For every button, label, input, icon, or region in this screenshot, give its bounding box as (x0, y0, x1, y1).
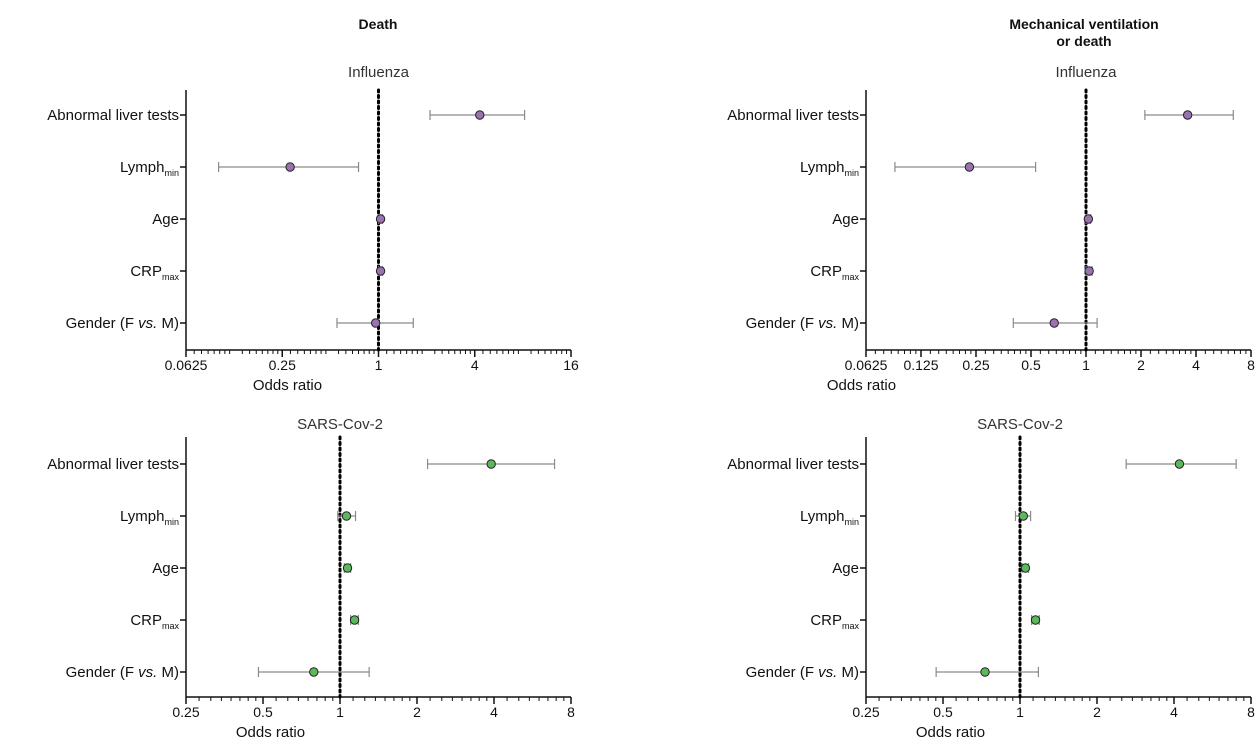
odds-ratio-point (370, 318, 381, 328)
odds-ratio-point (1018, 511, 1028, 521)
x-tick-label: 16 (563, 357, 579, 373)
odds-ratio-point (486, 459, 496, 469)
category-label-1: Lymphmin (800, 159, 859, 178)
odds-ratio-point (1020, 563, 1031, 573)
category-label-2: Age (152, 211, 179, 228)
odds-ratio-point (1030, 615, 1041, 625)
category-label-1: Lymphmin (120, 159, 179, 178)
x-tick-label: 0.125 (903, 357, 938, 373)
odds-ratio-point (342, 563, 353, 573)
category-label-2: Age (152, 560, 179, 577)
column-title-death: Death (359, 16, 398, 32)
x-tick-label: 1 (336, 704, 344, 720)
odds-ratio-point (980, 667, 990, 677)
odds-ratio-point (285, 162, 295, 172)
x-tick-label: 0.25 (852, 704, 879, 720)
x-tick-label: 0.25 (172, 704, 199, 720)
odds-ratio-point (1083, 214, 1094, 224)
x-axis-label: Odds ratio (827, 377, 896, 394)
category-label-0: Abnormal liver tests (727, 456, 859, 473)
category-label-4: Gender (F vs. M) (66, 664, 179, 681)
category-label-1: Lymphmin (120, 508, 179, 527)
odds-ratio-point (1049, 318, 1059, 328)
x-axis-label: Odds ratio (236, 724, 305, 741)
x-axis-label: Odds ratio (916, 724, 985, 741)
x-tick-label: 8 (1247, 357, 1255, 373)
x-tick-label: 1 (375, 357, 383, 373)
odds-ratio-point (375, 266, 386, 276)
forest-panel-3: SARS-Cov-2 0.25 0.5 1 2 4 8 Odds ratio Abnormal … (47, 416, 575, 741)
x-tick-label: 2 (1093, 704, 1101, 720)
x-tick-label: 8 (567, 704, 575, 720)
x-tick-label: 0.25 (269, 357, 296, 373)
odds-ratio-point (309, 667, 319, 677)
x-tick-label: 2 (1137, 357, 1145, 373)
x-axis-label: Odds ratio (253, 377, 322, 394)
panel-title: SARS-Cov-2 (977, 416, 1063, 433)
panel-title: Influenza (1056, 64, 1118, 81)
category-label-0: Abnormal liver tests (47, 107, 179, 124)
x-tick-label: 4 (490, 704, 498, 720)
forest-panel-1: Influenza 0.0625 0.25 1 4 16 Odds ratio Abnorma… (47, 64, 579, 394)
x-tick-label: 0.5 (933, 704, 953, 720)
category-label-2: Age (832, 560, 859, 577)
x-tick-label: 0.0625 (165, 357, 208, 373)
column-title-ventilation-line1: Mechanical ventilation (1009, 16, 1158, 32)
x-tick-label: 0.5 (253, 704, 273, 720)
category-label-0: Abnormal liver tests (727, 107, 859, 124)
x-tick-label: 2 (413, 704, 421, 720)
odds-ratio-point (375, 214, 386, 224)
x-tick-label: 8 (1247, 704, 1255, 720)
category-label-2: Age (832, 211, 859, 228)
category-label-3: CRPmax (810, 612, 859, 631)
x-tick-label: 0.0625 (845, 357, 888, 373)
x-tick-label: 4 (471, 357, 479, 373)
x-tick-label: 4 (1170, 704, 1178, 720)
category-label-0: Abnormal liver tests (47, 456, 179, 473)
category-label-4: Gender (F vs. M) (66, 315, 179, 332)
odds-ratio-point (1174, 459, 1185, 469)
forest-panel-2: Influenza 0.0625 0.125 0.25 0.5 1 2 4 8 Odds rati… (727, 64, 1255, 394)
panel-title: Influenza (348, 64, 410, 81)
x-tick-label: 4 (1192, 357, 1200, 373)
odds-ratio-point (341, 511, 352, 521)
forest-panel-4: SARS-Cov-2 0.25 0.5 1 2 4 8 Odds ratio Abnormal … (727, 416, 1255, 741)
odds-ratio-point (1182, 110, 1193, 120)
odds-ratio-point (964, 162, 975, 172)
odds-ratio-point (475, 110, 485, 120)
x-tick-label: 1 (1016, 704, 1024, 720)
x-tick-label: 1 (1082, 357, 1090, 373)
category-label-4: Gender (F vs. M) (746, 315, 859, 332)
x-tick-label: 0.5 (1021, 357, 1041, 373)
category-label-3: CRPmax (130, 263, 179, 282)
category-label-3: CRPmax (130, 612, 179, 631)
x-tick-label: 0.25 (962, 357, 989, 373)
column-title-ventilation-line2: or death (1056, 33, 1111, 49)
category-label-1: Lymphmin (800, 508, 859, 527)
category-label-3: CRPmax (810, 263, 859, 282)
odds-ratio-point (1084, 266, 1094, 276)
odds-ratio-point (349, 615, 360, 625)
panel-title: SARS-Cov-2 (297, 416, 383, 433)
category-label-4: Gender (F vs. M) (746, 664, 859, 681)
